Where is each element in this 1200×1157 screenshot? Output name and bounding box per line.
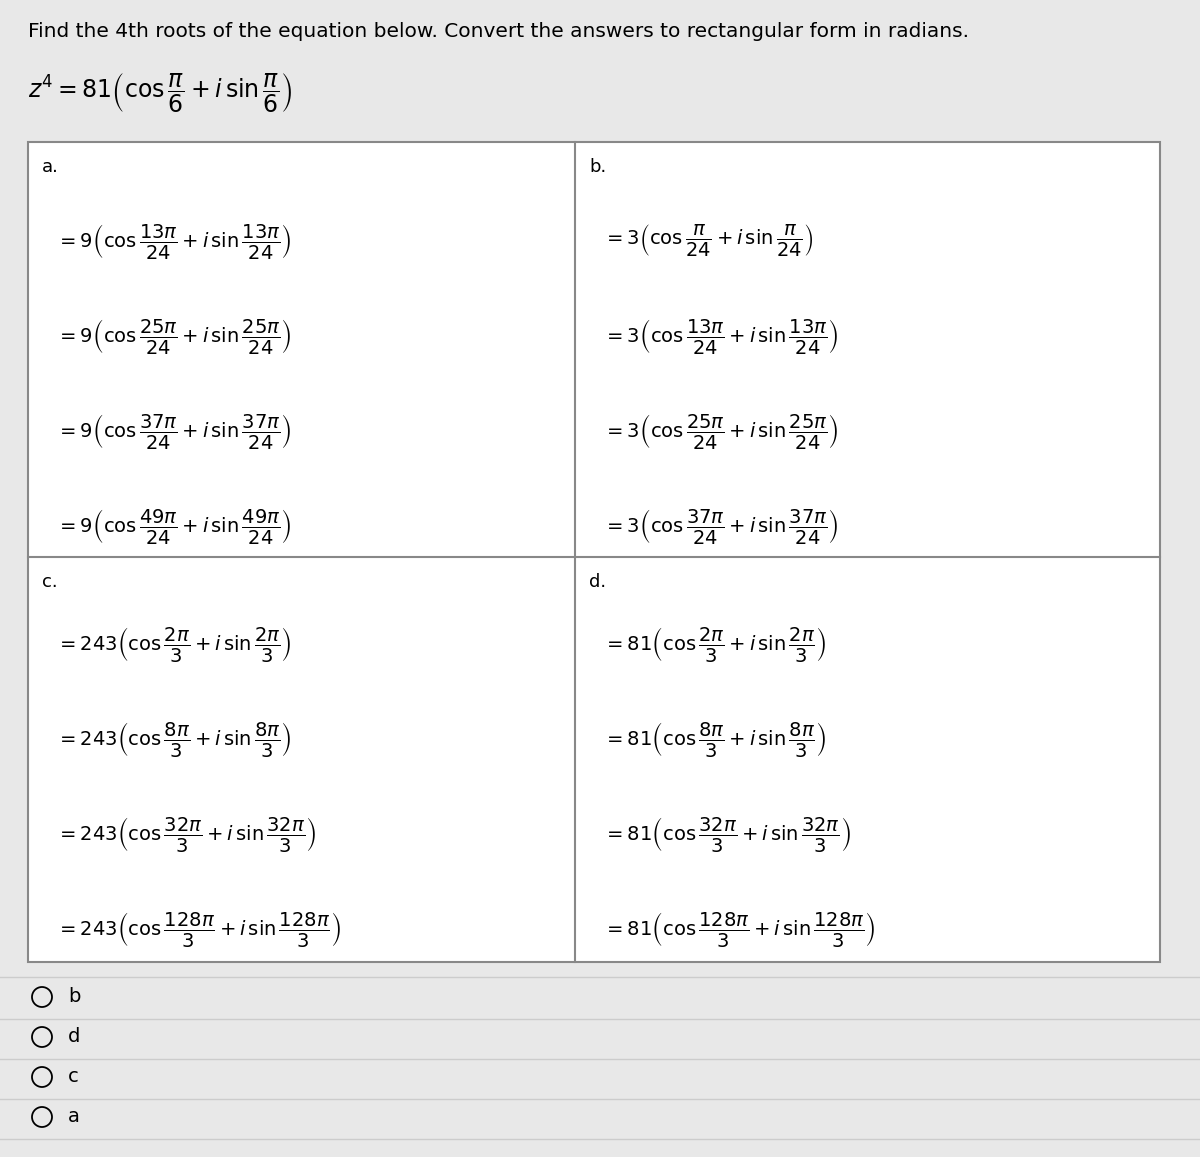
Text: $= 81\left(\cos\dfrac{128\pi}{3} + i\,\sin\dfrac{128\pi}{3}\right)$: $= 81\left(\cos\dfrac{128\pi}{3} + i\,\s…: [604, 911, 876, 949]
Text: b.: b.: [589, 159, 606, 176]
Text: d.: d.: [589, 573, 606, 591]
Text: $= 81\left(\cos\dfrac{32\pi}{3} + i\,\sin\dfrac{32\pi}{3}\right)$: $= 81\left(\cos\dfrac{32\pi}{3} + i\,\si…: [604, 815, 851, 854]
Text: $= 243\left(\cos\dfrac{32\pi}{3} + i\,\sin\dfrac{32\pi}{3}\right)$: $= 243\left(\cos\dfrac{32\pi}{3} + i\,\s…: [56, 815, 317, 854]
Text: Find the 4th roots of the equation below. Convert the answers to rectangular for: Find the 4th roots of the equation below…: [28, 22, 970, 40]
Text: $= 9\left(\cos\dfrac{13\pi}{24} + i\,\sin\dfrac{13\pi}{24}\right)$: $= 9\left(\cos\dfrac{13\pi}{24} + i\,\si…: [56, 222, 292, 261]
Text: $= 9\left(\cos\dfrac{49\pi}{24} + i\,\sin\dfrac{49\pi}{24}\right)$: $= 9\left(\cos\dfrac{49\pi}{24} + i\,\si…: [56, 507, 292, 546]
Text: b: b: [68, 988, 80, 1007]
Text: $= 3\left(\cos\dfrac{\pi}{24} + i\,\sin\dfrac{\pi}{24}\right)$: $= 3\left(\cos\dfrac{\pi}{24} + i\,\sin\…: [604, 222, 814, 258]
Text: a: a: [68, 1107, 80, 1127]
Text: $= 243\left(\cos\dfrac{128\pi}{3} + i\,\sin\dfrac{128\pi}{3}\right)$: $= 243\left(\cos\dfrac{128\pi}{3} + i\,\…: [56, 911, 341, 949]
Text: c: c: [68, 1068, 79, 1086]
FancyBboxPatch shape: [28, 142, 1160, 961]
Text: $z^4 = 81\left(\cos\dfrac{\pi}{6} + i\,\sin\dfrac{\pi}{6}\right)$: $z^4 = 81\left(\cos\dfrac{\pi}{6} + i\,\…: [28, 72, 293, 116]
Text: c.: c.: [42, 573, 58, 591]
Text: a.: a.: [42, 159, 59, 176]
Text: $= 243\left(\cos\dfrac{2\pi}{3} + i\,\sin\dfrac{2\pi}{3}\right)$: $= 243\left(\cos\dfrac{2\pi}{3} + i\,\si…: [56, 625, 292, 664]
Text: $= 3\left(\cos\dfrac{25\pi}{24} + i\,\sin\dfrac{25\pi}{24}\right)$: $= 3\left(\cos\dfrac{25\pi}{24} + i\,\si…: [604, 412, 839, 451]
Text: $= 9\left(\cos\dfrac{37\pi}{24} + i\,\sin\dfrac{37\pi}{24}\right)$: $= 9\left(\cos\dfrac{37\pi}{24} + i\,\si…: [56, 412, 292, 451]
Text: $= 9\left(\cos\dfrac{25\pi}{24} + i\,\sin\dfrac{25\pi}{24}\right)$: $= 9\left(\cos\dfrac{25\pi}{24} + i\,\si…: [56, 317, 292, 356]
Text: $= 243\left(\cos\dfrac{8\pi}{3} + i\,\sin\dfrac{8\pi}{3}\right)$: $= 243\left(\cos\dfrac{8\pi}{3} + i\,\si…: [56, 720, 292, 759]
Text: $= 3\left(\cos\dfrac{37\pi}{24} + i\,\sin\dfrac{37\pi}{24}\right)$: $= 3\left(\cos\dfrac{37\pi}{24} + i\,\si…: [604, 507, 839, 546]
Text: d: d: [68, 1027, 80, 1046]
Text: $= 3\left(\cos\dfrac{13\pi}{24} + i\,\sin\dfrac{13\pi}{24}\right)$: $= 3\left(\cos\dfrac{13\pi}{24} + i\,\si…: [604, 317, 839, 356]
Text: $= 81\left(\cos\dfrac{8\pi}{3} + i\,\sin\dfrac{8\pi}{3}\right)$: $= 81\left(\cos\dfrac{8\pi}{3} + i\,\sin…: [604, 720, 826, 759]
Text: $= 81\left(\cos\dfrac{2\pi}{3} + i\,\sin\dfrac{2\pi}{3}\right)$: $= 81\left(\cos\dfrac{2\pi}{3} + i\,\sin…: [604, 625, 826, 664]
